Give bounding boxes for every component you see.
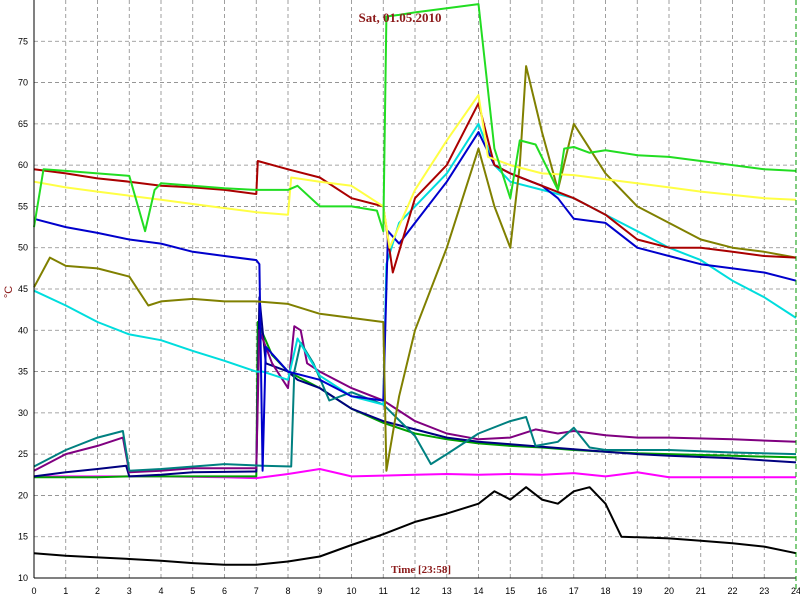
x-tick-label: 17	[569, 586, 579, 596]
x-tick-label: 24	[791, 586, 800, 596]
y-tick-label: 50	[18, 243, 28, 253]
series-line-5	[33, 325, 797, 474]
y-tick-label: 30	[18, 408, 28, 418]
y-tick-label: 55	[18, 201, 28, 211]
x-tick-label: 20	[664, 586, 674, 596]
series-line-7	[33, 122, 797, 406]
grid-lines	[34, 0, 796, 579]
x-tick-label: 10	[346, 586, 356, 596]
series-line-11	[33, 94, 797, 249]
y-tick-label: 35	[18, 367, 28, 377]
y-tick-label: 40	[18, 325, 28, 335]
series-line-9	[33, 65, 797, 472]
x-tick-label: 8	[285, 586, 290, 596]
y-tick-label: 60	[18, 160, 28, 170]
x-tick-label: 0	[31, 586, 36, 596]
y-tick-label: 70	[18, 78, 28, 88]
y-tick-label: 45	[18, 284, 28, 294]
y-tick-label: 15	[18, 532, 28, 542]
series-line-1	[33, 486, 797, 566]
series-line-12	[33, 3, 797, 233]
x-tick-label: 4	[158, 586, 163, 596]
x-axis-ticks: 0 1 2 3 4 5 6 7 8 9 10 11 12 13 14 15 16 17 18 19 20 21 22 23 24	[31, 586, 800, 596]
y-tick-label: 10	[18, 573, 28, 583]
chart-title: Sat, 01.05.2010	[358, 10, 441, 25]
x-tick-label: 23	[759, 586, 769, 596]
y-tick-label: 75	[18, 36, 28, 46]
x-tick-label: 19	[632, 586, 642, 596]
x-tick-label: 18	[600, 586, 610, 596]
x-tick-label: 16	[537, 586, 547, 596]
series-line-10	[33, 102, 797, 274]
x-tick-label: 3	[127, 586, 132, 596]
x-tick-label: 7	[254, 586, 259, 596]
x-axis-label: Time [23:58]	[391, 564, 451, 576]
x-tick-label: 2	[95, 586, 100, 596]
x-tick-label: 13	[442, 586, 452, 596]
y-tick-label: 20	[18, 490, 28, 500]
x-tick-label: 9	[317, 586, 322, 596]
x-tick-label: 11	[379, 586, 388, 596]
x-tick-label: 5	[190, 586, 195, 596]
x-tick-label: 21	[696, 586, 706, 596]
x-tick-label: 12	[410, 586, 420, 596]
y-tick-label: 25	[18, 449, 28, 459]
x-tick-label: 6	[222, 586, 227, 596]
y-axis-ticks: 10 15 20 25 30 35 40 45 50 55 60 65 70 75	[18, 36, 28, 583]
x-tick-label: 15	[505, 586, 515, 596]
x-tick-label: 22	[727, 586, 737, 596]
y-axis-label: °C	[3, 286, 15, 298]
series-lines	[33, 3, 797, 566]
series-line-2	[34, 468, 796, 480]
x-tick-label: 1	[63, 586, 68, 596]
y-tick-label: 65	[18, 119, 28, 129]
x-tick-label: 14	[473, 586, 483, 596]
